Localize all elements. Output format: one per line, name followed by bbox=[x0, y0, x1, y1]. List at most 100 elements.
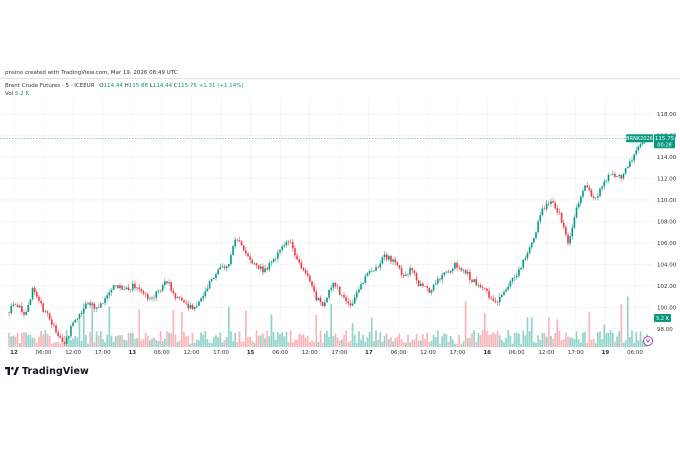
candle bbox=[392, 259, 394, 262]
tradingview-brand[interactable]: TradingView bbox=[5, 366, 89, 377]
candle bbox=[552, 201, 554, 203]
candle bbox=[560, 212, 563, 223]
candle bbox=[174, 293, 177, 299]
volume-bar bbox=[189, 343, 192, 347]
candle bbox=[55, 325, 57, 333]
volume-bar bbox=[215, 335, 217, 347]
candle bbox=[381, 257, 384, 264]
candle bbox=[622, 173, 625, 179]
symbol-title[interactable]: Brent Crude Futures · 5 · ICEEUR bbox=[5, 83, 95, 89]
volume-bar bbox=[524, 335, 527, 347]
volume-bar bbox=[360, 339, 362, 347]
candle bbox=[618, 174, 621, 177]
candle bbox=[390, 255, 392, 262]
volume-bar bbox=[475, 341, 478, 347]
candle bbox=[78, 314, 81, 319]
candle bbox=[206, 288, 209, 292]
volume-bar bbox=[626, 296, 629, 347]
candle bbox=[426, 286, 429, 288]
volume-bar bbox=[240, 341, 243, 347]
candle bbox=[279, 249, 281, 253]
candle bbox=[524, 258, 527, 260]
volume-bar bbox=[535, 342, 537, 347]
candle bbox=[545, 203, 548, 210]
candle bbox=[413, 270, 416, 274]
candle bbox=[629, 161, 631, 167]
candle bbox=[556, 208, 559, 213]
candle bbox=[108, 292, 111, 296]
candle bbox=[584, 185, 586, 191]
volume-bar bbox=[522, 330, 525, 347]
y-tick-label: 98.00 bbox=[657, 327, 673, 333]
volume-bar bbox=[191, 332, 194, 347]
candle bbox=[624, 168, 627, 174]
candle bbox=[257, 265, 260, 269]
candle bbox=[114, 285, 117, 286]
volume-bar bbox=[381, 341, 384, 347]
volume-bar bbox=[377, 339, 379, 347]
candle bbox=[437, 278, 439, 284]
x-tick-label: 06:00 bbox=[36, 350, 52, 356]
brand-name: TradingView bbox=[22, 366, 89, 377]
volume-bar bbox=[253, 342, 256, 347]
volume-bar bbox=[492, 332, 495, 347]
volume-bar bbox=[424, 338, 426, 347]
volume-bar bbox=[545, 336, 548, 347]
candle bbox=[270, 262, 273, 263]
y-tick-label: 118.00 bbox=[657, 112, 677, 118]
candle bbox=[255, 263, 258, 266]
volume-bar bbox=[618, 331, 621, 347]
candle bbox=[460, 267, 463, 271]
volume-bar bbox=[225, 336, 228, 347]
x-tick-label: 12:00 bbox=[538, 350, 554, 356]
candle bbox=[387, 255, 390, 260]
volume-bar bbox=[530, 317, 533, 347]
x-tick-label: 17:00 bbox=[331, 350, 347, 356]
volume-bar bbox=[129, 332, 132, 347]
volume-bar bbox=[259, 335, 262, 347]
candle bbox=[526, 253, 529, 259]
candle bbox=[151, 297, 153, 299]
goto-realtime-icon[interactable] bbox=[643, 336, 653, 346]
open-label: O bbox=[99, 83, 104, 89]
candle bbox=[409, 268, 411, 275]
volume-bar bbox=[437, 330, 439, 347]
candle bbox=[63, 342, 66, 344]
volume-bar bbox=[466, 338, 469, 347]
volume-bar bbox=[631, 330, 633, 347]
volume-bar bbox=[33, 338, 36, 347]
volume-bar bbox=[373, 341, 375, 347]
candle bbox=[289, 241, 292, 243]
tradingview-logo-icon bbox=[5, 367, 19, 375]
volume-bar bbox=[274, 339, 277, 347]
candle bbox=[23, 311, 25, 315]
volume-bar bbox=[245, 310, 247, 347]
volume-bar bbox=[176, 341, 179, 347]
candle bbox=[449, 270, 452, 273]
volume-bar bbox=[306, 335, 309, 347]
candle bbox=[597, 196, 599, 198]
candle bbox=[402, 274, 405, 276]
candle bbox=[373, 270, 375, 272]
volume-bar bbox=[127, 333, 130, 347]
volume-bar bbox=[146, 335, 149, 347]
candle bbox=[533, 237, 535, 243]
candle bbox=[168, 282, 170, 284]
x-tick-label: 06:00 bbox=[390, 350, 406, 356]
volume-bar bbox=[93, 342, 96, 347]
volume-bar bbox=[223, 339, 226, 347]
chart-panel[interactable] bbox=[0, 78, 680, 361]
volume-bar bbox=[153, 337, 155, 347]
volume-bar bbox=[91, 301, 94, 347]
volume-bar bbox=[358, 331, 360, 347]
volume-bar bbox=[110, 335, 113, 347]
volume-bar bbox=[552, 338, 554, 347]
volume-bar bbox=[123, 339, 126, 347]
volume-bar bbox=[234, 332, 237, 347]
candle bbox=[232, 246, 234, 255]
candle bbox=[35, 292, 38, 297]
candle bbox=[355, 292, 358, 298]
candle bbox=[428, 287, 431, 293]
candle bbox=[411, 268, 414, 271]
